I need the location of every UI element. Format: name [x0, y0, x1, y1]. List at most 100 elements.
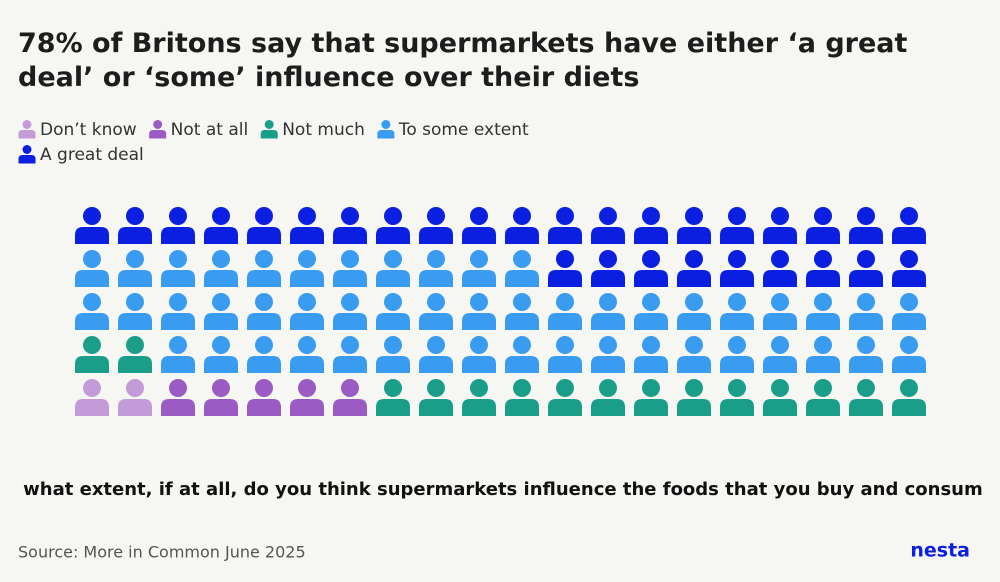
icon-body [720, 356, 754, 373]
icon-body [720, 313, 754, 330]
person-icon [290, 293, 324, 330]
person-icon [806, 207, 840, 244]
icon-body [419, 270, 453, 287]
person-icon [505, 379, 539, 416]
icon-head [255, 379, 273, 397]
person-icon [376, 250, 410, 287]
person-icon [290, 379, 324, 416]
icon-body [548, 313, 582, 330]
icon-head [900, 293, 918, 311]
icon-head [513, 379, 531, 397]
person-icon [763, 250, 797, 287]
person-icon [290, 336, 324, 373]
person-icon [419, 250, 453, 287]
person-icon [634, 336, 668, 373]
icon-body [118, 356, 152, 373]
icon-body [376, 399, 410, 416]
icon-head [857, 250, 875, 268]
icon-head [513, 336, 531, 354]
person-icon [806, 336, 840, 373]
icon-body [806, 227, 840, 244]
icon-head [556, 336, 574, 354]
icon-head [255, 250, 273, 268]
icon-body [892, 356, 926, 373]
icon-body [247, 356, 281, 373]
person-icon [892, 293, 926, 330]
series-icons [75, 379, 152, 416]
person-icon [419, 336, 453, 373]
person-icon [763, 336, 797, 373]
icon-head [212, 379, 230, 397]
icon-head [427, 336, 445, 354]
icon-head [470, 207, 488, 225]
person-icon [462, 250, 496, 287]
person-icon [118, 379, 152, 416]
icon-body [591, 270, 625, 287]
person-icon [677, 250, 711, 287]
person-icon [290, 250, 324, 287]
icon-body [763, 227, 797, 244]
person-icon [247, 336, 281, 373]
person-icon [548, 293, 582, 330]
icon-head [427, 293, 445, 311]
person-icon [763, 379, 797, 416]
icon-head [900, 379, 918, 397]
icon-body [290, 399, 324, 416]
icon-head [642, 379, 660, 397]
icon-head [255, 207, 273, 225]
icon-body [634, 313, 668, 330]
source: Source: More in Common June 2025 [18, 543, 306, 562]
icon-body [720, 227, 754, 244]
icon-body [892, 227, 926, 244]
icon-head [599, 336, 617, 354]
icon-body [75, 227, 109, 244]
icon-head [556, 379, 574, 397]
person-icon [376, 293, 410, 330]
icon-body [892, 313, 926, 330]
icon-body [634, 227, 668, 244]
icon-body [720, 399, 754, 416]
icon-body [892, 399, 926, 416]
icon-head [814, 207, 832, 225]
person-icon [548, 336, 582, 373]
icon-head [153, 120, 163, 129]
icon-body [505, 227, 539, 244]
icon-head [298, 379, 316, 397]
person-icon [505, 336, 539, 373]
icon-body [763, 356, 797, 373]
person-icon [591, 207, 625, 244]
icon-head [900, 336, 918, 354]
person-icon [161, 379, 195, 416]
person-icon [505, 250, 539, 287]
icon-body [376, 313, 410, 330]
person-icon [75, 207, 109, 244]
icon-body [333, 356, 367, 373]
icon-head [169, 293, 187, 311]
icon-head [298, 293, 316, 311]
icon-body [290, 313, 324, 330]
icon-head [728, 207, 746, 225]
person-icon [204, 379, 238, 416]
person-icon [677, 336, 711, 373]
icon-head [771, 250, 789, 268]
person-icon [720, 336, 754, 373]
person-icon [333, 293, 367, 330]
icon-body [260, 130, 278, 139]
person-icon [720, 293, 754, 330]
person-icon [462, 293, 496, 330]
person-icon [849, 207, 883, 244]
icon-head [427, 250, 445, 268]
icon-head [384, 207, 402, 225]
icon-head [83, 207, 101, 225]
icon-body [849, 313, 883, 330]
icon-body [763, 270, 797, 287]
icon-body [247, 399, 281, 416]
icon-body [419, 313, 453, 330]
icon-body [419, 356, 453, 373]
icon-head [771, 336, 789, 354]
person-icon [161, 336, 195, 373]
person-icon [204, 250, 238, 287]
person-icon [161, 207, 195, 244]
icon-body [204, 313, 238, 330]
person-icon [892, 379, 926, 416]
